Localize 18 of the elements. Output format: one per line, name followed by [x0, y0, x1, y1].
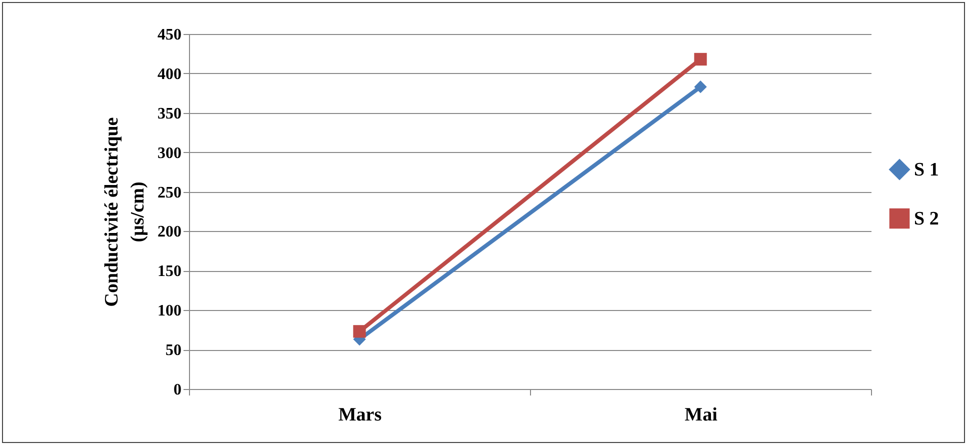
y-tick-label: 0 — [174, 382, 182, 398]
y-tick-label: 400 — [158, 66, 182, 83]
y-axis-title: Conductivité électrique (µs/cm) — [102, 117, 148, 307]
y-tick-label: 150 — [158, 263, 182, 280]
y-tick-label: 50 — [166, 342, 182, 360]
y-tick-label: 100 — [158, 302, 182, 320]
y-tick-label: 200 — [158, 224, 182, 241]
point — [694, 80, 707, 94]
y-tick-label: 300 — [158, 144, 182, 162]
point — [694, 52, 707, 66]
y-tick-label: 250 — [158, 184, 182, 202]
x-tick-label: Mai — [684, 404, 718, 426]
y-tick-label: 350 — [158, 105, 182, 122]
point — [353, 325, 366, 338]
legend-label: S 2 — [914, 208, 939, 230]
x-tick-label: Mars — [338, 404, 382, 426]
y-tick-label: 450 — [158, 26, 182, 44]
legend-label: S 1 — [914, 160, 939, 180]
